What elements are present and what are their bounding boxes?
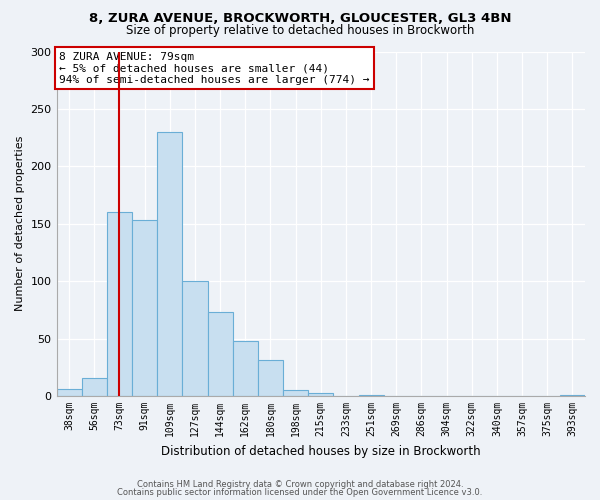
Text: 8 ZURA AVENUE: 79sqm
← 5% of detached houses are smaller (44)
94% of semi-detach: 8 ZURA AVENUE: 79sqm ← 5% of detached ho… [59, 52, 370, 84]
Bar [308, 392, 334, 396]
Bar [283, 390, 308, 396]
Bar [56, 389, 82, 396]
Bar [107, 212, 132, 396]
Bar [157, 132, 182, 396]
X-axis label: Distribution of detached houses by size in Brockworth: Distribution of detached houses by size … [161, 444, 481, 458]
Bar [182, 281, 208, 396]
Bar [560, 395, 585, 396]
Bar [132, 220, 157, 396]
Text: Contains public sector information licensed under the Open Government Licence v3: Contains public sector information licen… [118, 488, 482, 497]
Y-axis label: Number of detached properties: Number of detached properties [15, 136, 25, 312]
Text: Contains HM Land Registry data © Crown copyright and database right 2024.: Contains HM Land Registry data © Crown c… [137, 480, 463, 489]
Text: 8, ZURA AVENUE, BROCKWORTH, GLOUCESTER, GL3 4BN: 8, ZURA AVENUE, BROCKWORTH, GLOUCESTER, … [89, 12, 511, 26]
Bar [258, 360, 283, 396]
Text: Size of property relative to detached houses in Brockworth: Size of property relative to detached ho… [126, 24, 474, 37]
Bar [359, 395, 383, 396]
Bar [208, 312, 233, 396]
Bar [82, 378, 107, 396]
Bar [233, 341, 258, 396]
